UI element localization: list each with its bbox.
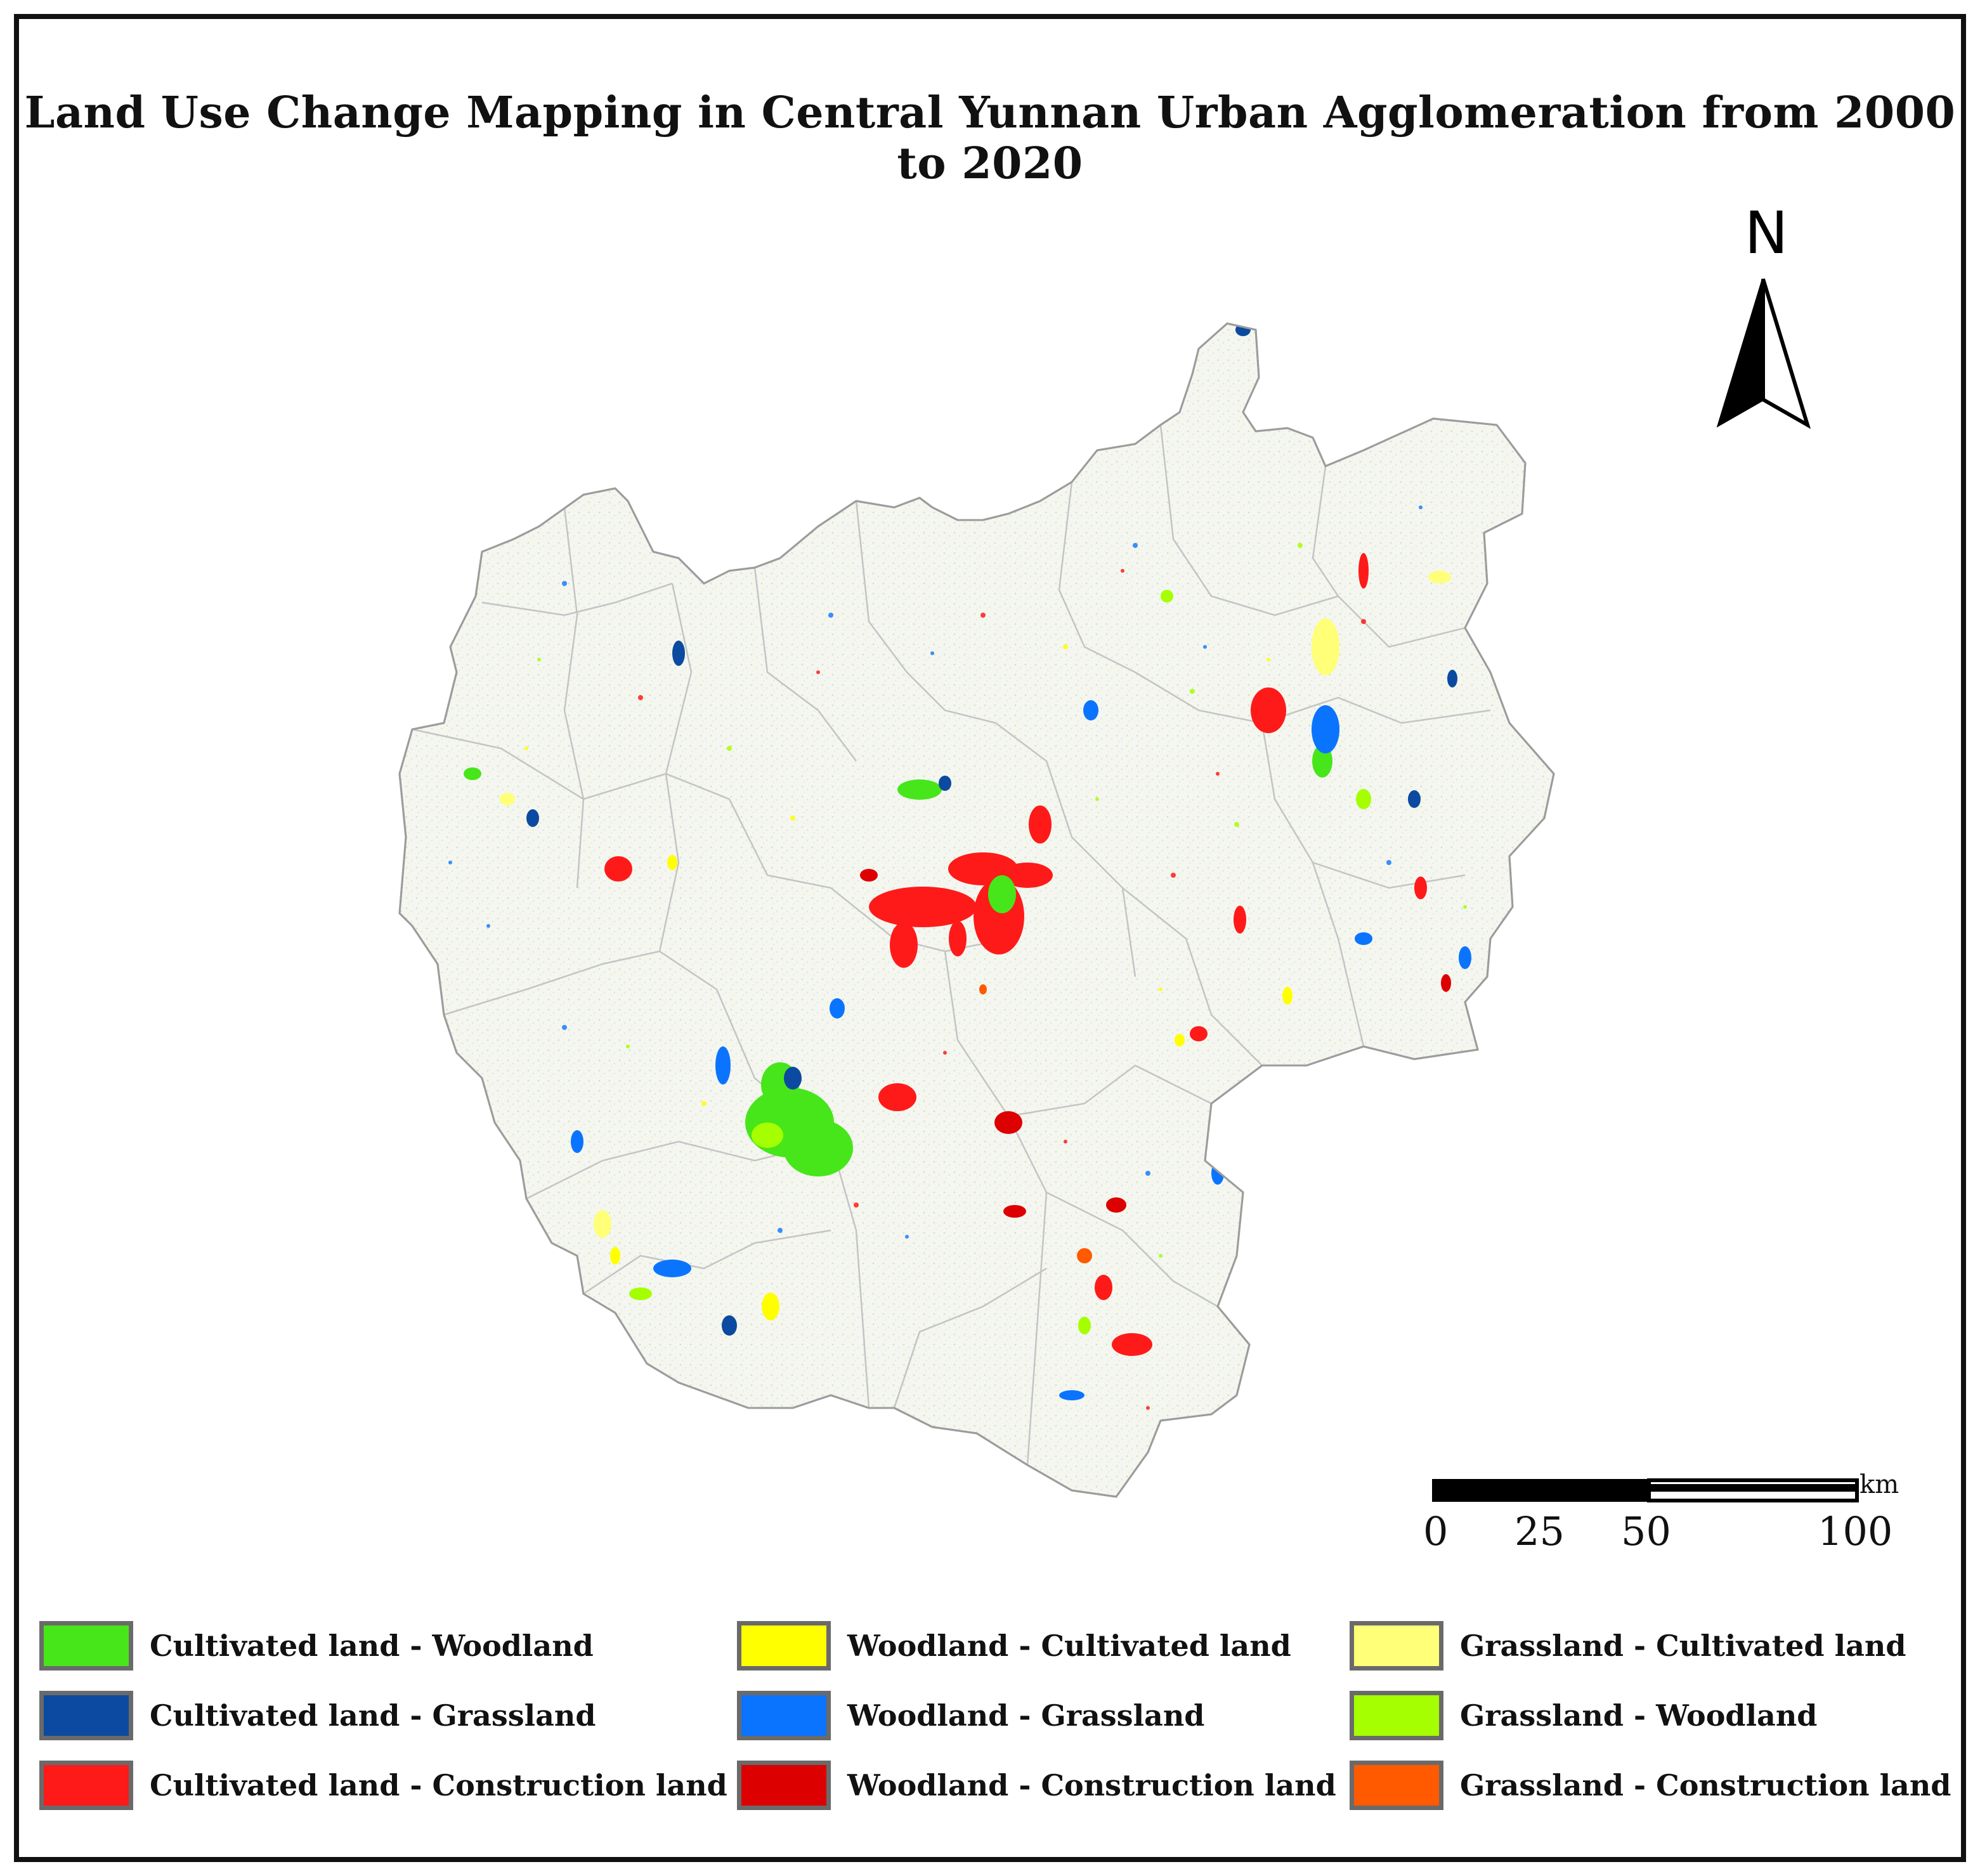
legend-label: Grassland - Cultivated land <box>1460 1629 1906 1663</box>
legend-label: Cultivated land - Construction land <box>150 1768 727 1802</box>
legend-swatch <box>39 1691 133 1740</box>
north-arrow-icon <box>1716 278 1811 429</box>
legend-swatch <box>39 1621 133 1671</box>
legend-swatch <box>737 1691 831 1740</box>
legend-swatch <box>737 1761 831 1810</box>
legend-swatch <box>1350 1691 1443 1740</box>
legend-item-cultivated-grassland: Cultivated land - Grassland <box>39 1687 596 1744</box>
legend-label: Woodland - Grassland <box>847 1698 1205 1733</box>
scale-tick-50: 50 <box>1621 1508 1671 1554</box>
scale-tick-100: 100 <box>1818 1508 1893 1554</box>
legend-item-woodland-grassland: Woodland - Grassland <box>737 1687 1204 1744</box>
legend-item-cultivated-woodland: Cultivated land - Woodland <box>39 1617 594 1674</box>
legend-swatch <box>39 1761 133 1810</box>
legend-label: Woodland - Construction land <box>847 1768 1336 1802</box>
legend-label: Cultivated land - Woodland <box>150 1629 594 1663</box>
legend-label: Woodland - Cultivated land <box>847 1629 1291 1663</box>
legend-item-cultivated-construction: Cultivated land - Construction land <box>39 1757 727 1814</box>
north-label: N <box>1744 199 1788 267</box>
scale-unit: km <box>1860 1470 1899 1499</box>
legend-item-grassland-cultivated: Grassland - Cultivated land <box>1350 1617 1906 1674</box>
legend-item-woodland-construction: Woodland - Construction land <box>737 1757 1336 1814</box>
scale-tick-25: 25 <box>1514 1508 1565 1554</box>
land-change-patches <box>448 323 1471 1410</box>
legend-label: Grassland - Woodland <box>1460 1698 1818 1733</box>
legend-label: Grassland - Construction land <box>1460 1768 1951 1802</box>
study-area-map <box>398 322 1555 1498</box>
scale-bar <box>1432 1478 1859 1502</box>
map-title: Land Use Change Mapping in Central Yunna… <box>24 88 1956 189</box>
legend-item-woodland-cultivated: Woodland - Cultivated land <box>737 1617 1291 1674</box>
scale-tick-0: 0 <box>1423 1508 1449 1554</box>
legend-swatch <box>1350 1761 1443 1810</box>
legend-item-grassland-woodland: Grassland - Woodland <box>1350 1687 1817 1744</box>
legend-swatch <box>737 1621 831 1671</box>
legend-swatch <box>1350 1621 1443 1671</box>
legend-label: Cultivated land - Grassland <box>150 1698 596 1733</box>
legend-item-grassland-construction: Grassland - Construction land <box>1350 1757 1951 1814</box>
